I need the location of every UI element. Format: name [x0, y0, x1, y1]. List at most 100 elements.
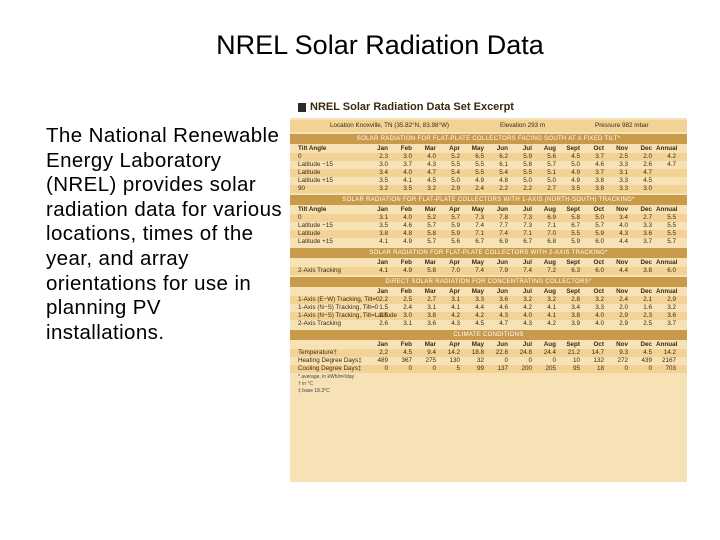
table-cell: 4.3 — [451, 320, 460, 327]
table-cell: 10 — [572, 357, 580, 364]
table-cell: 4.5 — [475, 320, 484, 327]
table-cell: 2.6 — [379, 320, 388, 327]
table-cell: 3.4 — [619, 214, 628, 221]
column-header: Feb — [400, 341, 412, 348]
table-row: 2-Axis Tracking 2.6 3.1 3.6 4.3 4.5 4.7 4.3 4.2 3… — [290, 320, 687, 328]
table-cell: 5.6 — [451, 238, 460, 245]
table-cell: 3.5 — [379, 222, 388, 229]
table-cell: 2.7 — [643, 214, 652, 221]
row-label: Temperature† — [298, 349, 337, 356]
column-header: Dec — [640, 206, 652, 213]
table-cell: 4.2 — [547, 320, 556, 327]
footnote: * average, in kWh/m²/day — [298, 374, 355, 380]
table-cell: 4.4 — [619, 238, 628, 245]
table-cell: 5.1 — [547, 169, 556, 176]
table-cell: 5.9 — [523, 153, 532, 160]
table-cell: 367 — [401, 357, 412, 364]
table-cell: 5.5 — [667, 214, 676, 221]
table-cell: 7.7 — [499, 222, 508, 229]
table-cell: 3.3 — [619, 177, 628, 184]
table-header-row: Jan Feb Mar Apr May Jun Jul Aug Sept Oct Nov Dec Ann… — [290, 288, 687, 296]
row-label: 0 — [298, 153, 302, 160]
table-cell: 2.1 — [643, 296, 652, 303]
table-cell: 2.9 — [619, 320, 628, 327]
table-cell: 3.0 — [379, 161, 388, 168]
table-cell: 2.0 — [643, 153, 652, 160]
table-cell: 5.0 — [523, 177, 532, 184]
column-header: Sept — [566, 341, 580, 348]
table-cell: 21.2 — [567, 349, 580, 356]
table-cell: 2.0 — [619, 304, 628, 311]
table-cell: 6.2 — [499, 153, 508, 160]
column-header: Annual — [656, 288, 678, 295]
table-cell: 5.4 — [499, 169, 508, 176]
table-cell: 3.6 — [667, 312, 676, 319]
row-label: 2-Axis Tracking — [298, 320, 342, 327]
table-cell: 4.7 — [643, 169, 652, 176]
table-cell: 4.2 — [451, 312, 460, 319]
table-cell: 5.6 — [547, 153, 556, 160]
table-row: Latitude +15 3.5 4.1 4.5 5.0 4.9 4.8 5.0 5.0 4.9 3… — [290, 177, 687, 185]
table-cell: 3.1 — [427, 304, 436, 311]
table-cell: 7.0 — [547, 230, 556, 237]
table-cell: 439 — [641, 357, 652, 364]
table-cell: 4.7 — [667, 161, 676, 168]
table-cell: 2167 — [661, 357, 676, 364]
column-header: Jan — [377, 206, 388, 213]
table-cell: 5.5 — [667, 230, 676, 237]
column-header: Jun — [496, 259, 508, 266]
column-header: May — [471, 259, 484, 266]
nrel-data-excerpt: NREL Solar Radiation Data Set Excerpt Lo… — [290, 98, 687, 482]
table-cell: 7.4 — [475, 267, 484, 274]
table-cell: 4.0 — [619, 222, 628, 229]
table-cell: 0 — [384, 365, 388, 372]
column-header: Mar — [424, 206, 436, 213]
table-cell: 2.4 — [619, 296, 628, 303]
column-header: Jun — [496, 145, 508, 152]
table-cell: 3.4 — [571, 304, 580, 311]
table-row: 0 2.3 3.0 4.0 5.2 6.5 6.2 5.9 5.6 4.5 3.7 2.5 2.0 4.2 — [290, 153, 687, 161]
table-cell: 7.8 — [499, 214, 508, 221]
table-cell: 4.3 — [499, 312, 508, 319]
column-header: Aug — [543, 341, 556, 348]
table-cell: 2.5 — [379, 312, 388, 319]
column-header: Jan — [377, 288, 388, 295]
table-cell: 4.0 — [523, 312, 532, 319]
table-cell: 3.0 — [403, 312, 412, 319]
table-cell: 3.7 — [643, 238, 652, 245]
table-cell: 5.7 — [451, 214, 460, 221]
table-cell: 4.9 — [571, 169, 580, 176]
column-header: Jan — [377, 145, 388, 152]
table-cell: 3.2 — [523, 296, 532, 303]
column-header: Sept — [566, 145, 580, 152]
table-cell: 2.5 — [643, 320, 652, 327]
column-header: Nov — [616, 206, 628, 213]
column-header: May — [471, 206, 484, 213]
table-cell: 3.2 — [379, 185, 388, 192]
location-text: Location Knoxville, TN (35.82°N, 83.98°W… — [330, 122, 450, 129]
table-cell: 4.6 — [595, 161, 604, 168]
table-cell: 2.4 — [403, 304, 412, 311]
table-cell: 5.9 — [451, 222, 460, 229]
table-cell: 0 — [432, 365, 436, 372]
table-cell: 3.6 — [643, 230, 652, 237]
table-cell: 2.7 — [547, 185, 556, 192]
table-cell: 4.1 — [379, 267, 388, 274]
table-cell: 5.2 — [427, 214, 436, 221]
table-cell: 5 — [456, 365, 460, 372]
column-header: Nov — [616, 288, 628, 295]
table-cell: 14.7 — [591, 349, 604, 356]
table-cell: 2.5 — [403, 296, 412, 303]
table-cell: 4.2 — [523, 304, 532, 311]
table-cell: 3.5 — [403, 185, 412, 192]
table-cell: 7.1 — [523, 230, 532, 237]
table-cell: 272 — [617, 357, 628, 364]
table-cell: 3.3 — [595, 304, 604, 311]
table-cell: 489 — [377, 357, 388, 364]
slide-title: NREL Solar Radiation Data — [216, 30, 544, 60]
table-cell: 703 — [665, 365, 676, 372]
column-header: Jul — [522, 288, 532, 295]
table-cell: 5.9 — [571, 238, 580, 245]
table-cell: 5.5 — [451, 161, 460, 168]
table-cell: 7.1 — [547, 222, 556, 229]
